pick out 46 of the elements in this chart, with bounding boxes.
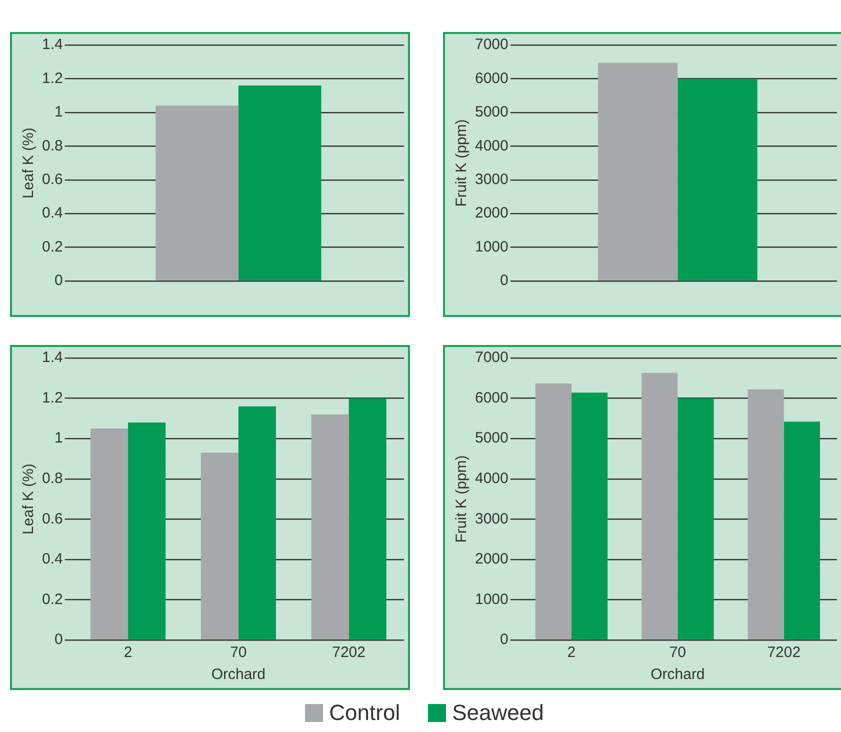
y-tick-label: 4000	[474, 470, 508, 487]
y-tick-label: 0.6	[42, 510, 63, 528]
y-tick-label: 5000	[474, 104, 508, 121]
x-axis-title: Orchard	[211, 666, 266, 684]
y-tick-label: 2000	[474, 550, 508, 568]
y-tick-label: 1	[54, 430, 63, 447]
y-tick-label: 0.2	[42, 590, 63, 608]
y-tick-label: 3000	[474, 510, 508, 528]
x-tick-label: 2	[567, 644, 576, 662]
x-tick-label: 70	[669, 644, 686, 662]
y-tick-label: 1000	[474, 238, 508, 256]
y-tick-label: 1000	[474, 590, 508, 608]
legend-label: Seaweed	[452, 700, 544, 726]
y-axis-title: Fruit K (ppm)	[453, 119, 470, 207]
y-tick-label: 0.8	[42, 470, 63, 487]
y-tick-label: 0	[500, 631, 508, 648]
y-tick-label: 1.4	[42, 36, 63, 54]
y-tick-label: 1.2	[42, 70, 63, 87]
y-tick-label: 1.2	[42, 389, 63, 406]
y-tick-label: 1.4	[42, 349, 63, 366]
y-tick-label: 1	[54, 104, 63, 121]
x-tick-label: 7202	[332, 644, 366, 662]
legend-label: Control	[329, 700, 400, 726]
x-tick-label: 70	[230, 644, 247, 662]
y-axis-title: Leaf K (%)	[20, 464, 38, 534]
y-tick-label: 7000	[474, 36, 508, 54]
y-axis-title: Fruit K (ppm)	[453, 455, 470, 543]
y-tick-label: 4000	[474, 137, 508, 154]
y-tick-label: 0.6	[42, 171, 63, 188]
y-tick-label: 3000	[474, 171, 508, 188]
y-tick-label: 6000	[474, 389, 508, 406]
y-axis-title: Leaf K (%)	[20, 128, 38, 198]
y-tick-label: 0.4	[42, 204, 63, 222]
y-tick-label: 2000	[474, 204, 508, 222]
x-axis-title: Orchard	[650, 666, 705, 684]
y-tick-label: 0	[54, 631, 63, 648]
y-tick-label: 7000	[474, 349, 508, 366]
y-tick-label: 5000	[474, 430, 508, 447]
y-tick-label: 0	[500, 272, 508, 290]
y-tick-label: 0.4	[42, 550, 63, 568]
y-tick-label: 6000	[474, 70, 508, 87]
y-tick-label: 0	[54, 272, 63, 290]
x-tick-label: 2	[124, 644, 132, 662]
y-tick-label: 0.8	[42, 137, 63, 154]
x-tick-label: 7202	[767, 644, 801, 662]
y-tick-label: 0.2	[42, 238, 63, 256]
